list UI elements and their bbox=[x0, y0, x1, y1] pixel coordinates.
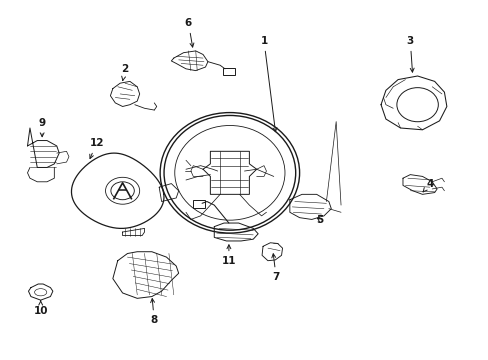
FancyBboxPatch shape bbox=[192, 200, 205, 208]
Text: 1: 1 bbox=[260, 36, 276, 132]
FancyBboxPatch shape bbox=[222, 68, 235, 75]
Text: 12: 12 bbox=[89, 138, 104, 158]
Text: 3: 3 bbox=[406, 36, 413, 72]
Text: 2: 2 bbox=[121, 64, 128, 80]
Text: 10: 10 bbox=[33, 301, 48, 316]
Text: 9: 9 bbox=[39, 118, 45, 137]
Text: 5: 5 bbox=[316, 215, 323, 225]
Text: 11: 11 bbox=[221, 245, 236, 266]
Text: 4: 4 bbox=[422, 179, 432, 192]
Text: 8: 8 bbox=[150, 298, 158, 325]
Text: 6: 6 bbox=[184, 18, 194, 47]
Text: 7: 7 bbox=[271, 254, 279, 282]
